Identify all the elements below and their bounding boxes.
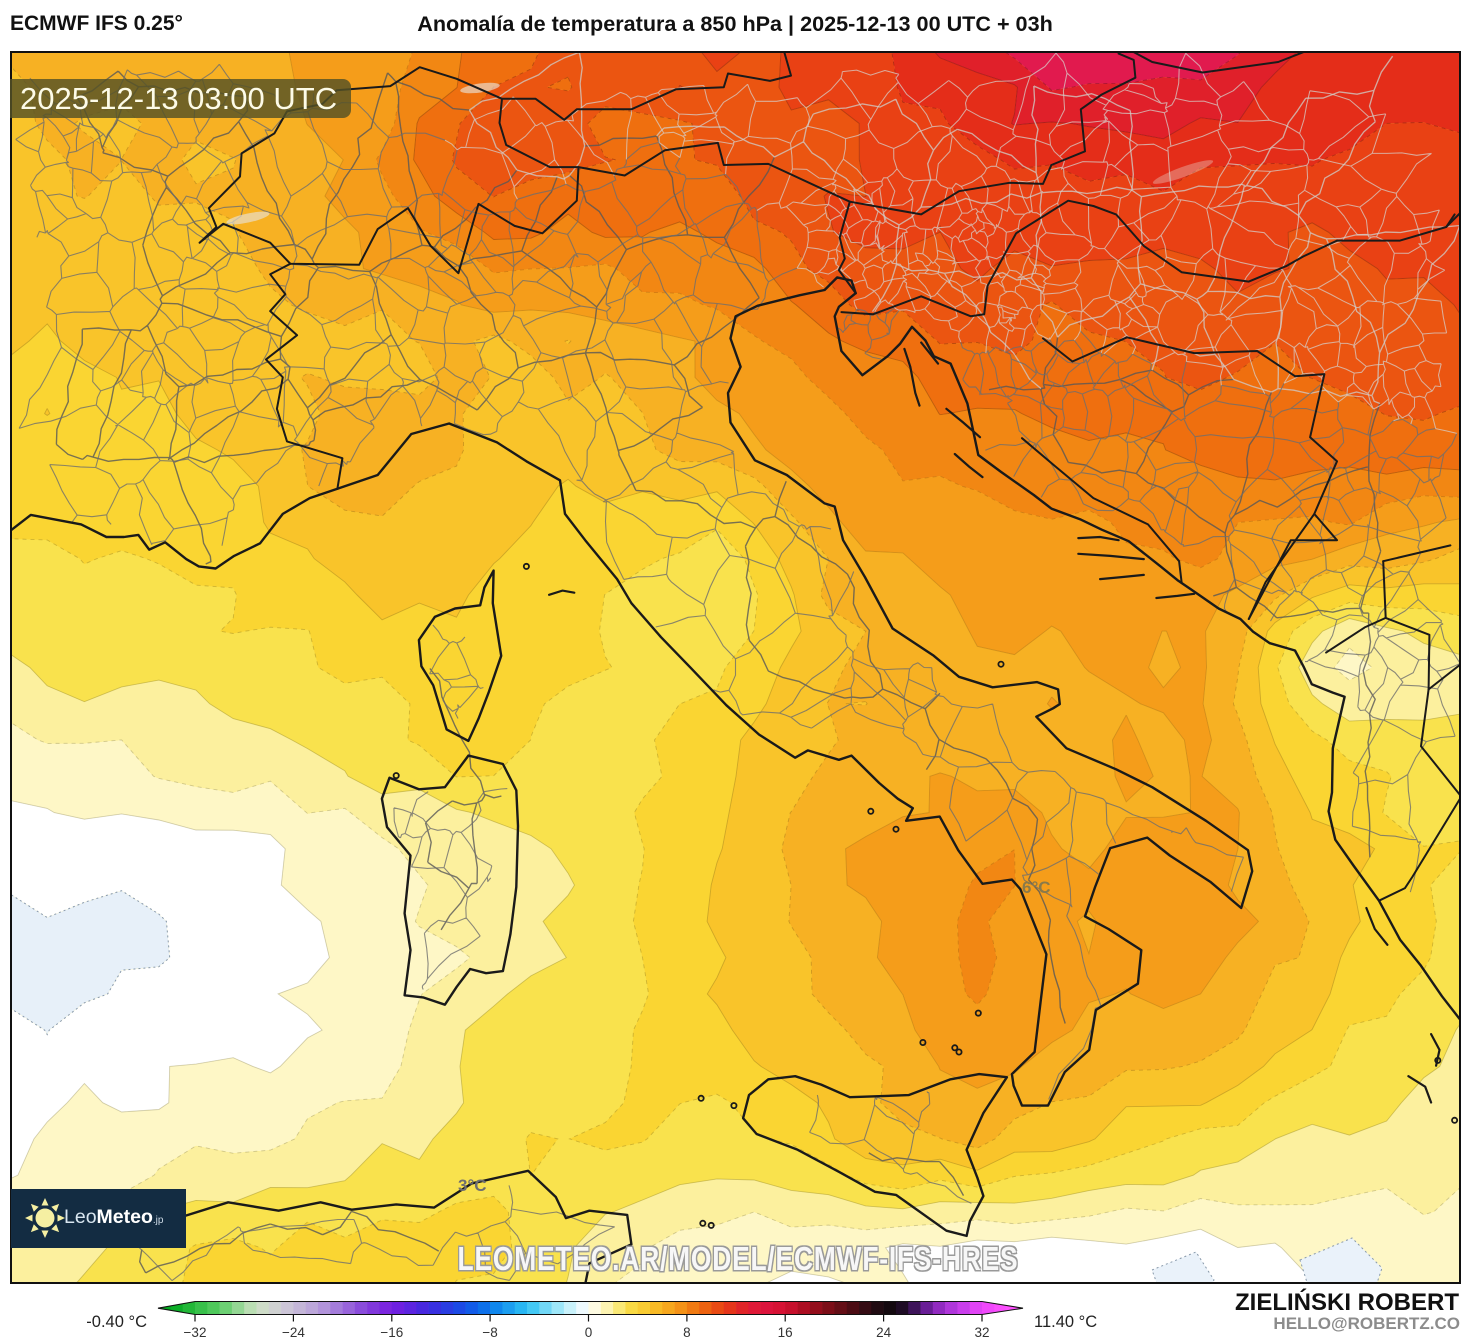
svg-text:16: 16: [778, 1325, 793, 1339]
svg-text:8: 8: [683, 1325, 691, 1339]
svg-text:32: 32: [974, 1325, 989, 1339]
svg-text:−16: −16: [380, 1325, 403, 1339]
svg-text:−32: −32: [184, 1325, 207, 1339]
svg-text:24: 24: [876, 1325, 892, 1339]
svg-text:-0.40 °C: -0.40 °C: [86, 1313, 147, 1331]
svg-text:−8: −8: [482, 1325, 497, 1339]
svg-text:0: 0: [585, 1325, 593, 1339]
svg-text:3°C: 3°C: [458, 1176, 487, 1195]
svg-text:−24: −24: [282, 1325, 305, 1339]
svg-text:11.40 °C: 11.40 °C: [1034, 1313, 1097, 1331]
svg-text:6°C: 6°C: [1022, 878, 1051, 897]
